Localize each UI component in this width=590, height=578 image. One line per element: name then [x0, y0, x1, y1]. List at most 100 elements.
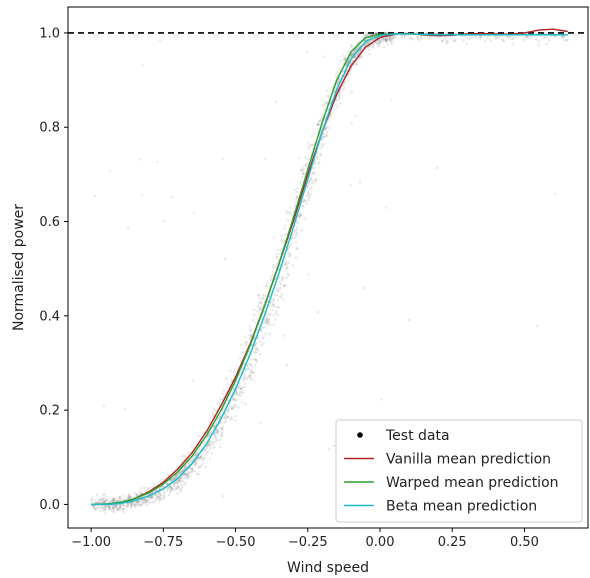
data-point [198, 455, 202, 459]
data-point [358, 180, 362, 184]
data-point [212, 407, 215, 410]
data-point [252, 351, 255, 354]
data-point [474, 35, 477, 39]
legend-label: Test data [385, 428, 450, 444]
data-point [207, 433, 211, 437]
data-point [336, 81, 340, 85]
data-point [319, 152, 323, 156]
data-point [221, 495, 225, 498]
data-point [175, 474, 178, 477]
data-point [227, 382, 231, 386]
data-point [204, 465, 207, 469]
data-point [173, 482, 177, 486]
data-point [365, 41, 368, 45]
data-point [508, 35, 512, 38]
data-point [298, 214, 302, 218]
data-point [197, 434, 200, 438]
data-point [198, 456, 201, 460]
data-point [241, 351, 244, 354]
data-point [350, 90, 354, 93]
data-point [106, 504, 109, 508]
data-point [226, 415, 230, 418]
data-point [195, 461, 198, 465]
data-point [104, 498, 108, 502]
data-point [232, 397, 236, 401]
data-point [276, 248, 280, 252]
data-point [93, 194, 96, 198]
data-point [306, 142, 310, 145]
data-point [119, 505, 122, 509]
data-point [136, 493, 139, 497]
data-point [232, 398, 235, 402]
data-point [374, 31, 378, 35]
data-point [282, 334, 286, 337]
data-point [194, 460, 197, 464]
data-point [407, 318, 411, 322]
data-point [141, 501, 144, 505]
data-point [110, 509, 113, 512]
data-point [260, 344, 263, 347]
data-point [253, 336, 256, 340]
data-point [336, 81, 339, 85]
data-point [195, 451, 198, 454]
data-point [103, 505, 107, 508]
data-point [265, 320, 269, 323]
data-point [193, 454, 197, 457]
data-point [270, 297, 274, 301]
data-point [246, 364, 249, 367]
data-point [127, 493, 131, 497]
data-point [220, 433, 224, 437]
data-point [264, 332, 267, 336]
data-point [209, 447, 212, 450]
data-point [295, 240, 298, 244]
data-point [382, 45, 386, 49]
data-point [259, 421, 262, 425]
data-point [166, 487, 169, 490]
data-point [205, 446, 209, 449]
data-point [259, 301, 263, 305]
data-point [184, 456, 187, 459]
data-point [104, 505, 107, 509]
data-point [248, 337, 251, 341]
data-point [347, 59, 350, 63]
data-point [426, 37, 430, 40]
data-point [122, 507, 125, 511]
data-point [367, 41, 371, 44]
data-point [306, 191, 310, 194]
data-point [566, 39, 569, 42]
data-point [217, 402, 221, 405]
data-point [103, 508, 107, 511]
data-point [104, 507, 107, 511]
data-point [171, 477, 174, 481]
data-point [255, 342, 258, 345]
data-point [114, 504, 118, 507]
data-point [133, 504, 137, 507]
plot-frame [67, 6, 589, 529]
data-point [112, 506, 115, 510]
data-point [562, 35, 565, 39]
data-point [249, 328, 252, 332]
data-point [320, 143, 324, 146]
data-point [286, 272, 290, 276]
data-point [123, 407, 127, 411]
data-point [177, 478, 181, 482]
data-point [93, 507, 97, 511]
data-point [253, 350, 257, 354]
data-point [554, 35, 557, 38]
data-point [454, 38, 457, 42]
data-point [378, 42, 382, 45]
data-point [387, 36, 391, 39]
data-point [337, 95, 340, 98]
data-point [220, 397, 224, 401]
data-point [131, 502, 134, 506]
data-point [525, 35, 529, 38]
data-point [203, 457, 207, 460]
data-point [307, 181, 310, 184]
data-point [174, 486, 178, 490]
data-point [183, 473, 187, 477]
data-point [247, 350, 251, 354]
data-point [271, 270, 275, 274]
data-point [211, 437, 215, 440]
legend-label: Beta mean prediction [386, 499, 537, 515]
data-point [139, 486, 143, 490]
